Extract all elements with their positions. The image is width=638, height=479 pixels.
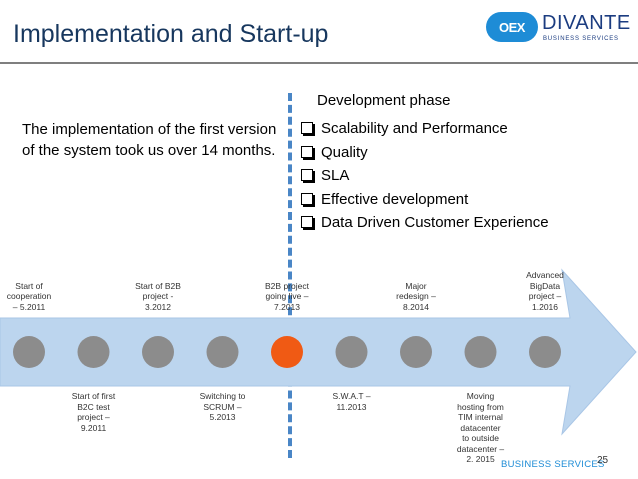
page-number: 25 (597, 455, 609, 466)
checkbox-icon (301, 122, 313, 134)
phase-divider-line (288, 93, 292, 458)
milestone-dot-highlight (271, 336, 303, 368)
checklist-item-label: Quality (321, 143, 368, 161)
checklist-item-label: Effective development (321, 190, 469, 208)
milestone-label: Start of B2B project -3.2012 (135, 280, 181, 312)
milestone-dot (335, 336, 368, 368)
logo-mark: OEX (486, 12, 538, 42)
milestone-label: Start of first B2C test project –9.2011 (71, 391, 116, 433)
title-divider (0, 62, 638, 64)
milestone-label: S.W.A.T –11.2013 (332, 391, 371, 412)
milestone-label: Advanced BigData project –1.2016 (526, 270, 564, 312)
checkbox-icon (301, 216, 313, 228)
intro-text: The implementation of the first version … (22, 121, 277, 159)
milestone-dot (142, 336, 174, 368)
milestone-dot (464, 336, 497, 368)
milestone-label: B2B project going live –7.2013 (265, 280, 309, 312)
checkbox-icon (301, 192, 313, 205)
divante-logo: OEX DIVANTE BUSINESS SERVICES (486, 8, 636, 48)
development-checklist: Scalability and Performance Quality SLA … (301, 117, 549, 235)
development-phase-title: Development phase (317, 92, 451, 109)
checklist-item: Data Driven Customer Experience (301, 211, 549, 235)
logo-subtitle: BUSINESS SERVICES (543, 36, 619, 42)
checklist-item: Scalability and Performance (301, 117, 549, 141)
milestone-label: Moving hosting from TIM internal datacenter… (456, 391, 505, 464)
checklist-item-label: Data Driven Customer Experience (321, 214, 549, 231)
checklist-item-label: Scalability and Performance (321, 120, 508, 137)
checklist-item: Effective development (301, 188, 549, 212)
milestone-dot (77, 336, 110, 368)
milestone-dot (400, 336, 432, 368)
milestone-dots (13, 336, 561, 368)
checkbox-icon (301, 145, 313, 158)
milestone-label: Major redesign –8.2014 (396, 280, 436, 312)
milestone-dot (529, 336, 561, 368)
logo-wordmark: DIVANTE (542, 12, 631, 34)
footer-brand: BUSINESS SERVICES (501, 459, 605, 470)
checklist-item: SLA (301, 164, 549, 188)
checkbox-icon (301, 169, 313, 181)
milestone-dot (13, 336, 45, 368)
checklist-item: Quality (301, 141, 549, 165)
milestone-label: Start of cooperation – 5.2011 (6, 280, 52, 312)
timeline-arrow (0, 268, 637, 436)
milestone-label: Switching to SCRUM –5.2013 (199, 391, 246, 422)
checklist-item-label: SLA (321, 167, 350, 184)
milestone-dot (206, 336, 239, 368)
slide-title: Implementation and Start-up (13, 20, 329, 48)
